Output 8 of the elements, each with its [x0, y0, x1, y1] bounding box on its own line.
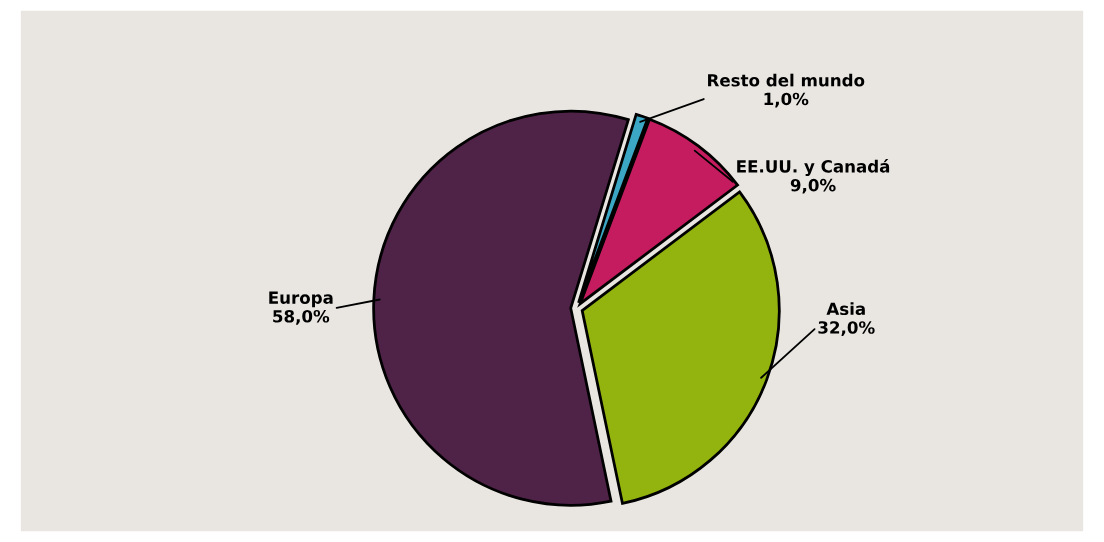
slice-label: Resto del mundo [708, 73, 865, 87]
slice-label: Asia [826, 302, 865, 316]
data-label: 58,0% [273, 309, 330, 325]
data-label: 9,0% [790, 178, 836, 194]
data-label: 1,0% [764, 92, 809, 108]
data-label: 32,0% [818, 321, 875, 336]
slice-label: EE.UU. y Canadá [737, 159, 890, 177]
slice-label: Europa [269, 291, 333, 308]
